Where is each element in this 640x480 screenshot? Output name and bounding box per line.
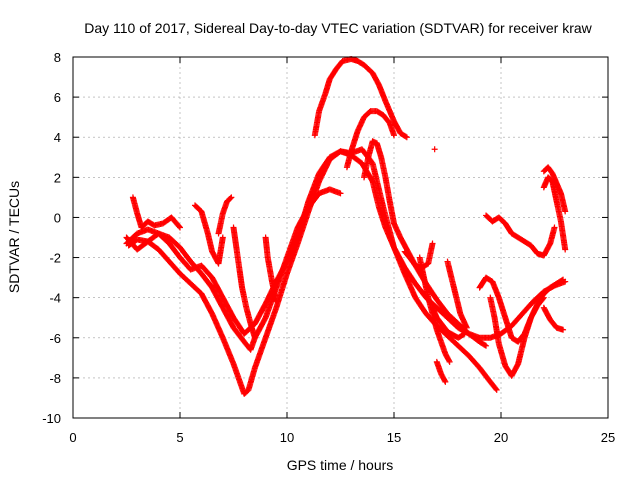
data-point-sat-d bbox=[402, 133, 409, 140]
data-point-sat-f bbox=[483, 342, 490, 349]
data-marks bbox=[123, 56, 569, 397]
data-point-sat-m bbox=[429, 240, 436, 247]
data-point-sat-d bbox=[403, 134, 410, 141]
data-point-sat-l bbox=[446, 357, 453, 364]
data-point-sat-c bbox=[492, 385, 499, 392]
data-point-sat-a bbox=[337, 190, 344, 197]
data-point-sat-v bbox=[562, 246, 569, 253]
y-tick-label: 4 bbox=[54, 130, 61, 145]
y-tick-label: -8 bbox=[49, 371, 61, 386]
x-tick-label: 20 bbox=[494, 430, 508, 445]
data-point-sat-u bbox=[562, 208, 569, 215]
data-point-sat-h bbox=[219, 234, 226, 241]
y-tick-label: 2 bbox=[54, 170, 61, 185]
data-point-sat-n bbox=[460, 331, 467, 338]
data-point-sat-g bbox=[176, 223, 183, 230]
data-point-sat-i bbox=[228, 194, 235, 201]
data-point-sat-t bbox=[551, 224, 558, 231]
data-point-sat-i bbox=[227, 195, 234, 202]
data-point-sat-j bbox=[251, 334, 258, 341]
data-point-sat-q bbox=[463, 324, 470, 331]
x-tick-label: 15 bbox=[387, 430, 401, 445]
data-point-sat-c bbox=[493, 386, 500, 393]
data-point-sat-s bbox=[558, 277, 565, 284]
y-axis-title: SDTVAR / TECUs bbox=[6, 181, 22, 293]
y-tick-label: -6 bbox=[49, 331, 61, 346]
data-point-sat-s bbox=[560, 276, 567, 283]
data-point-sat-o bbox=[442, 378, 449, 385]
y-tick-label: -4 bbox=[49, 291, 61, 306]
data-point-sat-g bbox=[177, 224, 183, 231]
x-tick-label: 0 bbox=[69, 430, 76, 445]
axes: 0 5 10 15 20 25 -10 -8 -6 -4 -2 0 2 4 6 8 bbox=[42, 50, 615, 445]
data-point-sat-e bbox=[391, 132, 397, 139]
data-point-sat-n bbox=[461, 330, 468, 337]
x-axis-title: GPS time / hours bbox=[287, 457, 394, 473]
x-tick-label: 25 bbox=[601, 430, 615, 445]
data-point-sat-p bbox=[431, 146, 438, 153]
data-point-sat-l bbox=[446, 358, 453, 365]
data-point-sat-k bbox=[273, 298, 280, 305]
y-tick-label: 0 bbox=[54, 210, 61, 225]
data-point-sat-f bbox=[481, 342, 488, 349]
data-point-sat-w bbox=[560, 326, 567, 333]
y-tick-label: 6 bbox=[54, 90, 61, 105]
plot-frame bbox=[72, 56, 609, 419]
y-tick-label: -2 bbox=[49, 251, 61, 266]
y-tick-label: -10 bbox=[42, 411, 61, 426]
x-tick-label: 5 bbox=[176, 430, 183, 445]
y-tick-label: 8 bbox=[54, 50, 61, 65]
chart-title: Day 110 of 2017, Sidereal Day-to-day VTE… bbox=[84, 20, 592, 36]
x-tick-label: 10 bbox=[280, 430, 294, 445]
data-point-sat-o bbox=[441, 377, 448, 384]
